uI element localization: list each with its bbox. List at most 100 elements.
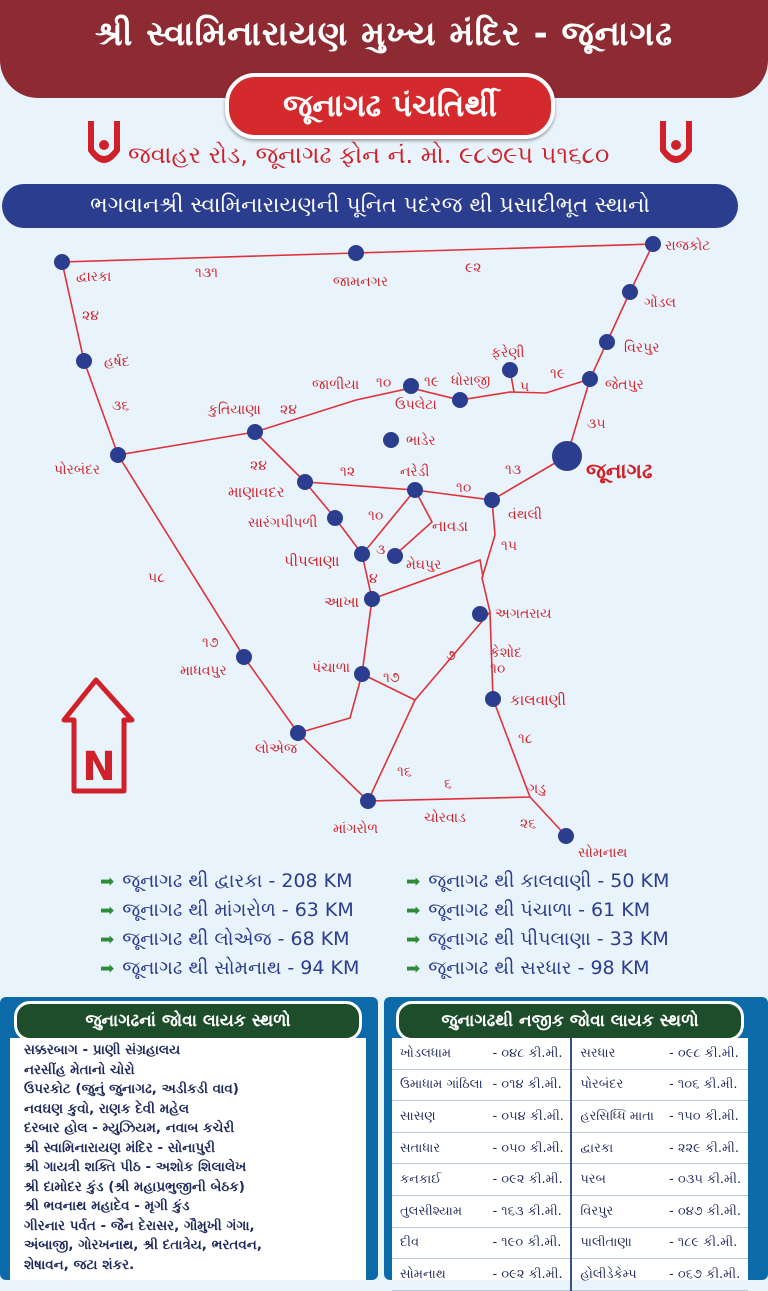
list-item: શ્રી દામોદર કુંડ (શ્રી મહાપ્રભુજીની બેઠક…: [24, 1178, 245, 1195]
label-loej: લોએજ: [255, 740, 298, 757]
list-item: સક્કરબાગ - પ્રાણી સંગ્રહાલય: [24, 1042, 181, 1058]
place-name: હોલીડેકેમ્પ: [571, 1258, 662, 1291]
marker-piplana: [354, 546, 370, 562]
place-distance: - ૦૯૨ કી.મી.: [490, 1163, 573, 1196]
marker-gondal: [622, 284, 638, 300]
nearby-places-table: ખોડલધામ - ૦૪૮ કી.મી. સરધાર - ૦૯૮ કી.મી. ઉમા…: [392, 1038, 748, 1291]
label-rajkot: રાજકોટ: [665, 237, 710, 254]
place-name: સરધાર: [571, 1038, 662, 1070]
marker-dwarka: [54, 254, 70, 270]
place-name: સોમનાથ: [392, 1258, 491, 1291]
place-distance: - ૨૨૯ કી.મી.: [661, 1132, 748, 1165]
label-sarangpipli: સારંગપીપળી: [248, 515, 317, 531]
marker-mangrol: [360, 793, 376, 809]
distance-item: ➡ જૂનાગઢ થી સરધાર - 98 KM: [406, 957, 766, 986]
place-name: દીવ: [392, 1227, 491, 1260]
distance-text: જૂનાગઢ થી કાલવાણી - 50 KM: [428, 870, 670, 892]
distance-label: ૧૨: [340, 464, 355, 480]
distance-label: ૬: [444, 776, 452, 792]
label-jamnagar: જામનગર: [333, 274, 388, 290]
place-distance: - ૧૫૦ કી.મી.: [661, 1100, 748, 1133]
arrow-right-icon: ➡: [406, 872, 421, 892]
place-distance: - ૦૬૭ કી.મી.: [661, 1258, 748, 1291]
table-row: સોમનાથ - ૦૯૨ કી.મી. હોલીડેકેમ્પ - ૦૬૭ કી.મી…: [392, 1258, 748, 1291]
distance-label: ૧૩૧: [195, 265, 218, 281]
arrow-right-icon: ➡: [100, 930, 115, 950]
distance-label: ૧૬: [397, 764, 412, 780]
list-item: અંબાજી, ગોરખનાથ, શ્રી દતાત્રેય, ભરતવન,: [24, 1237, 262, 1253]
place-name: ખોડલધામ: [392, 1038, 491, 1070]
distance-label: ૧૦: [490, 661, 505, 677]
label-jetpur: જેતપુર: [605, 376, 644, 393]
place-distance: - ૧૦૬ કી.મી.: [661, 1069, 748, 1102]
label-naredi: નરેડી: [400, 463, 429, 480]
table-row: સાસણ - ૦૫૪ કી.મી. હરસિધ્ધિ માતા - ૧૫૦ કી.મી…: [392, 1100, 748, 1133]
label-somnath: સોમનાથ: [578, 844, 628, 861]
place-labels: દ્વારકા જામનગર રાજકોટ ગોંડલ વિરપુર જેતપુ…: [54, 237, 710, 861]
marker-agatray: [472, 606, 488, 622]
distance-label: ૯૨: [465, 260, 482, 276]
distance-label: ૫: [520, 379, 529, 395]
distance-list-right: ➡ જૂનાગઢ થી કાલવાણી - 50 KM ➡ જૂનાગઢ થી પં…: [406, 870, 766, 986]
table-row: તુલસીશ્યામ - ૧૬૩ કી.મી. વિરપુર - ૦૪૭ કી.મી.: [392, 1195, 748, 1228]
distance-label: ૧૩: [505, 462, 521, 478]
distance-text: જૂનાગઢ થી દ્વારકા - 208 KM: [122, 870, 353, 892]
list-item: શ્રી ગાયત્રી શક્તિ પીઠ - અશોક શિલાલેખ: [24, 1159, 247, 1175]
marker-jetpur: [582, 371, 598, 387]
marker-kutiyana: [247, 424, 263, 440]
label-navada: નાવડા: [432, 517, 468, 535]
distance-label: ૩૬: [112, 398, 129, 414]
north-label: N: [82, 744, 115, 790]
place-name: પોરબંદર: [571, 1069, 662, 1102]
label-fareni: ફરેણી: [491, 344, 524, 361]
distance-label: ૨૪: [250, 458, 267, 474]
label-mangrol: માંગરોળ: [333, 820, 378, 837]
label-dwarka: દ્વારકા: [76, 269, 111, 285]
arrow-right-icon: ➡: [100, 959, 115, 979]
list-item: શ્રી સ્વામિનારાયણ મંદિર - સોનાપુરી: [24, 1139, 216, 1156]
list-item: નરસીંહ મેતાનો ચોરો: [24, 1061, 135, 1078]
distance-list-left: ➡ જૂનાગઢ થી દ્વારકા - 208 KM ➡ જૂનાગઢ થી મ…: [100, 870, 460, 986]
label-chorvad: ચોરવાડ: [424, 809, 466, 826]
marker-porbandar: [110, 447, 126, 463]
marker-rajkot: [645, 236, 661, 252]
distance-item: ➡ જૂનાગઢ થી કાલવાણી - 50 KM: [406, 870, 766, 899]
label-kutiyana: કુતિયાણા: [207, 402, 261, 418]
distance-label: ૩: [376, 542, 385, 558]
label-jalia: જાળીયા: [312, 377, 359, 393]
distance-label: ૧૯: [424, 374, 439, 390]
list-item: ઉપરકોટ (જુનું જુનાગઢ, અડીકડી વાવ): [24, 1081, 239, 1097]
distance-label: ૧૭: [202, 635, 219, 651]
marker-bhader: [383, 432, 399, 448]
address-line: જવાહર રોડ, જૂનાગઢ ફોન નં. મો. ૯૮૭૯૫ ૫૧૬૮…: [128, 141, 610, 169]
label-keshod: કેશોદ: [490, 644, 522, 661]
place-name: હરસિધ્ધિ માતા: [571, 1100, 662, 1133]
route-lines: [61, 243, 654, 837]
subtitle-badge: જૂનાગઢ પંચતિર્થી: [225, 73, 555, 139]
place-name: ઉમાધામ ગાંઠિલા: [392, 1069, 491, 1102]
label-gondal: ગોંડલ: [644, 294, 676, 311]
label-panchala: પંચાળા: [312, 660, 350, 676]
marker-vanthali: [484, 492, 500, 508]
list-item: દરબાર હોલ - મ્યુઝિયમ, નવાબ કચેરી: [24, 1120, 235, 1136]
place-distance: - ૧૮૯ કી.મી.: [661, 1227, 748, 1260]
place-distance: - ૧૬૩ કી.મી.: [490, 1195, 573, 1228]
distance-text: જૂનાગઢ થી સોમનાથ - 94 KM: [122, 957, 360, 979]
nearby-places-heading: જુનાગઢથી નજીક જોવા લાયક સ્થળો: [396, 1001, 744, 1041]
table-row: કનકાઈ - ૦૯૨ કી.મી. પરબ - ૦૩૫ કી.મી.: [392, 1163, 748, 1196]
distance-label: ૧૯: [550, 366, 565, 382]
label-gadu: ગડુ: [528, 781, 546, 797]
place-name: દ્વારકા: [571, 1132, 662, 1165]
place-distance: - ૦૯૨ કી.મી.: [490, 1258, 573, 1291]
tilak-symbol-right-icon: [660, 121, 692, 163]
distance-text: જૂનાગઢ થી લોએજ - 68 KM: [122, 928, 350, 950]
marker-fareni: [502, 362, 518, 378]
place-distance: - ૦૫૦ કી.મી.: [490, 1132, 573, 1165]
place-name: સતાધાર: [392, 1132, 491, 1165]
distance-text: જૂનાગઢ થી પંચાળા - 61 KM: [428, 899, 651, 921]
local-places-heading: જુનાગઢનાં જોવા લાયક સ્થળો: [14, 1001, 362, 1041]
distance-label: ૨૬: [520, 816, 536, 832]
north-arrow-icon: [61, 677, 135, 794]
arrow-right-icon: ➡: [406, 930, 421, 950]
marker-somnath: [558, 828, 574, 844]
